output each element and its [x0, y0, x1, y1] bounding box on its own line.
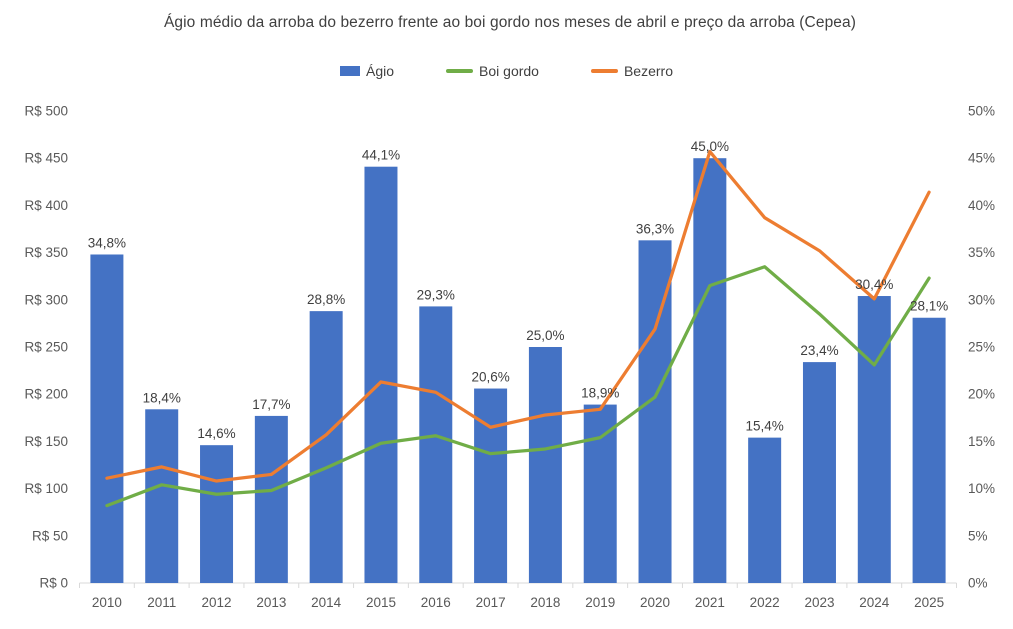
- bar-data-label: 44,1%: [362, 148, 400, 163]
- bar-data-label: 29,3%: [417, 287, 455, 302]
- bar-2016: [419, 306, 453, 583]
- left-axis-tick-label: R$ 450: [24, 151, 68, 166]
- right-axis-tick-label: 35%: [968, 245, 995, 260]
- right-axis-tick-label: 50%: [968, 104, 995, 119]
- left-axis-tick-label: R$ 250: [24, 340, 68, 355]
- bezerro-line: [105, 149, 931, 483]
- bar-data-label: 45,0%: [691, 139, 729, 154]
- right-axis-tick-label: 5%: [968, 528, 988, 543]
- legend-item-bezerro: Bezerro: [590, 63, 673, 79]
- x-axis-category-label: 2024: [859, 595, 890, 610]
- left-axis-tick-label: R$ 100: [24, 481, 68, 496]
- x-axis-category-label: 2023: [804, 595, 834, 610]
- bar-data-label: 18,9%: [581, 386, 619, 401]
- right-axis-tick-label: 0%: [968, 576, 988, 591]
- legend-item-agio: Ágio: [340, 63, 394, 79]
- bar-2022: [748, 437, 782, 583]
- left-axis-tick-label: R$ 400: [24, 198, 68, 213]
- bar-data-label: 17,7%: [252, 397, 290, 412]
- right-axis-tick-label: 10%: [968, 481, 995, 496]
- bezerro-line-swatch-icon: [590, 69, 618, 73]
- bar-data-label: 28,1%: [910, 299, 948, 314]
- bar-2013: [254, 415, 288, 583]
- x-axis-category-label: 2017: [476, 595, 506, 610]
- bar-data-label: 15,4%: [746, 419, 784, 434]
- bar-2018: [528, 347, 562, 583]
- agio-bar-swatch-icon: [340, 66, 360, 76]
- bar-2024: [857, 296, 891, 583]
- bar-data-label: 25,0%: [526, 328, 564, 343]
- x-axis-category-label: 2019: [585, 595, 615, 610]
- left-axis-tick-label: R$ 500: [24, 104, 68, 119]
- left-axis-tick-label: R$ 0: [39, 576, 68, 591]
- left-axis-tick-label: R$ 50: [32, 528, 68, 543]
- left-axis-tick-label: R$ 150: [24, 434, 68, 449]
- right-axis-tick-label: 20%: [968, 387, 995, 402]
- x-axis-category-label: 2022: [750, 595, 780, 610]
- x-axis-category-label: 2018: [530, 595, 560, 610]
- boi-gordo-line: [105, 265, 931, 508]
- x-axis-category-label: 2012: [202, 595, 232, 610]
- legend-label-boi-gordo: Boi gordo: [479, 63, 539, 79]
- bar-2011: [145, 409, 179, 583]
- bar-2023: [802, 362, 836, 583]
- bar-2021: [693, 158, 727, 583]
- boi-gordo-line-swatch-icon: [446, 69, 474, 73]
- x-axis-category-label: 2016: [421, 595, 451, 610]
- bar-data-label: 28,8%: [307, 292, 345, 307]
- right-axis-tick-label: 25%: [968, 340, 995, 355]
- bar-data-label: 36,3%: [636, 221, 674, 236]
- legend-label-agio: Ágio: [366, 63, 395, 79]
- left-axis-tick-label: R$ 300: [24, 292, 68, 307]
- x-axis-category-label: 2011: [147, 595, 176, 610]
- bar-2019: [583, 404, 617, 583]
- legend-label-bezerro: Bezerro: [623, 63, 673, 79]
- bar-data-label: 14,6%: [197, 426, 235, 441]
- left-axis-tick-label: R$ 350: [24, 245, 68, 260]
- right-axis-tick-label: 45%: [968, 151, 995, 166]
- bar-2010: [90, 254, 124, 583]
- right-axis-tick-label: 40%: [968, 198, 995, 213]
- legend: Ágio Boi gordo Bezerro: [0, 63, 1013, 79]
- bar-2015: [364, 166, 398, 584]
- x-axis-category-label: 2010: [92, 595, 122, 610]
- x-axis-category-label: 2014: [311, 595, 342, 610]
- x-axis-category-label: 2013: [256, 595, 286, 610]
- legend-item-boi-gordo: Boi gordo: [446, 63, 539, 79]
- bar-data-label: 30,4%: [855, 277, 893, 292]
- bar-data-label: 20,6%: [471, 370, 509, 385]
- bar-data-label: 18,4%: [143, 390, 181, 405]
- bar-2014: [309, 311, 343, 583]
- bar-2025: [912, 317, 946, 583]
- chart-title: Ágio médio da arroba do bezerro frente a…: [163, 14, 856, 31]
- bar-2012: [200, 445, 234, 583]
- x-axis-category-label: 2015: [366, 595, 396, 610]
- right-axis-tick-label: 15%: [968, 434, 995, 449]
- x-axis-category-label: 2021: [695, 595, 725, 610]
- x-axis-category-label: 2020: [640, 595, 670, 610]
- right-axis-tick-label: 30%: [968, 292, 995, 307]
- x-axis-category-label: 2025: [914, 595, 944, 610]
- bar-data-label: 23,4%: [800, 343, 838, 358]
- bar-2017: [474, 388, 508, 583]
- left-axis-tick-label: R$ 200: [24, 387, 68, 402]
- bar-data-label: 34,8%: [88, 235, 126, 250]
